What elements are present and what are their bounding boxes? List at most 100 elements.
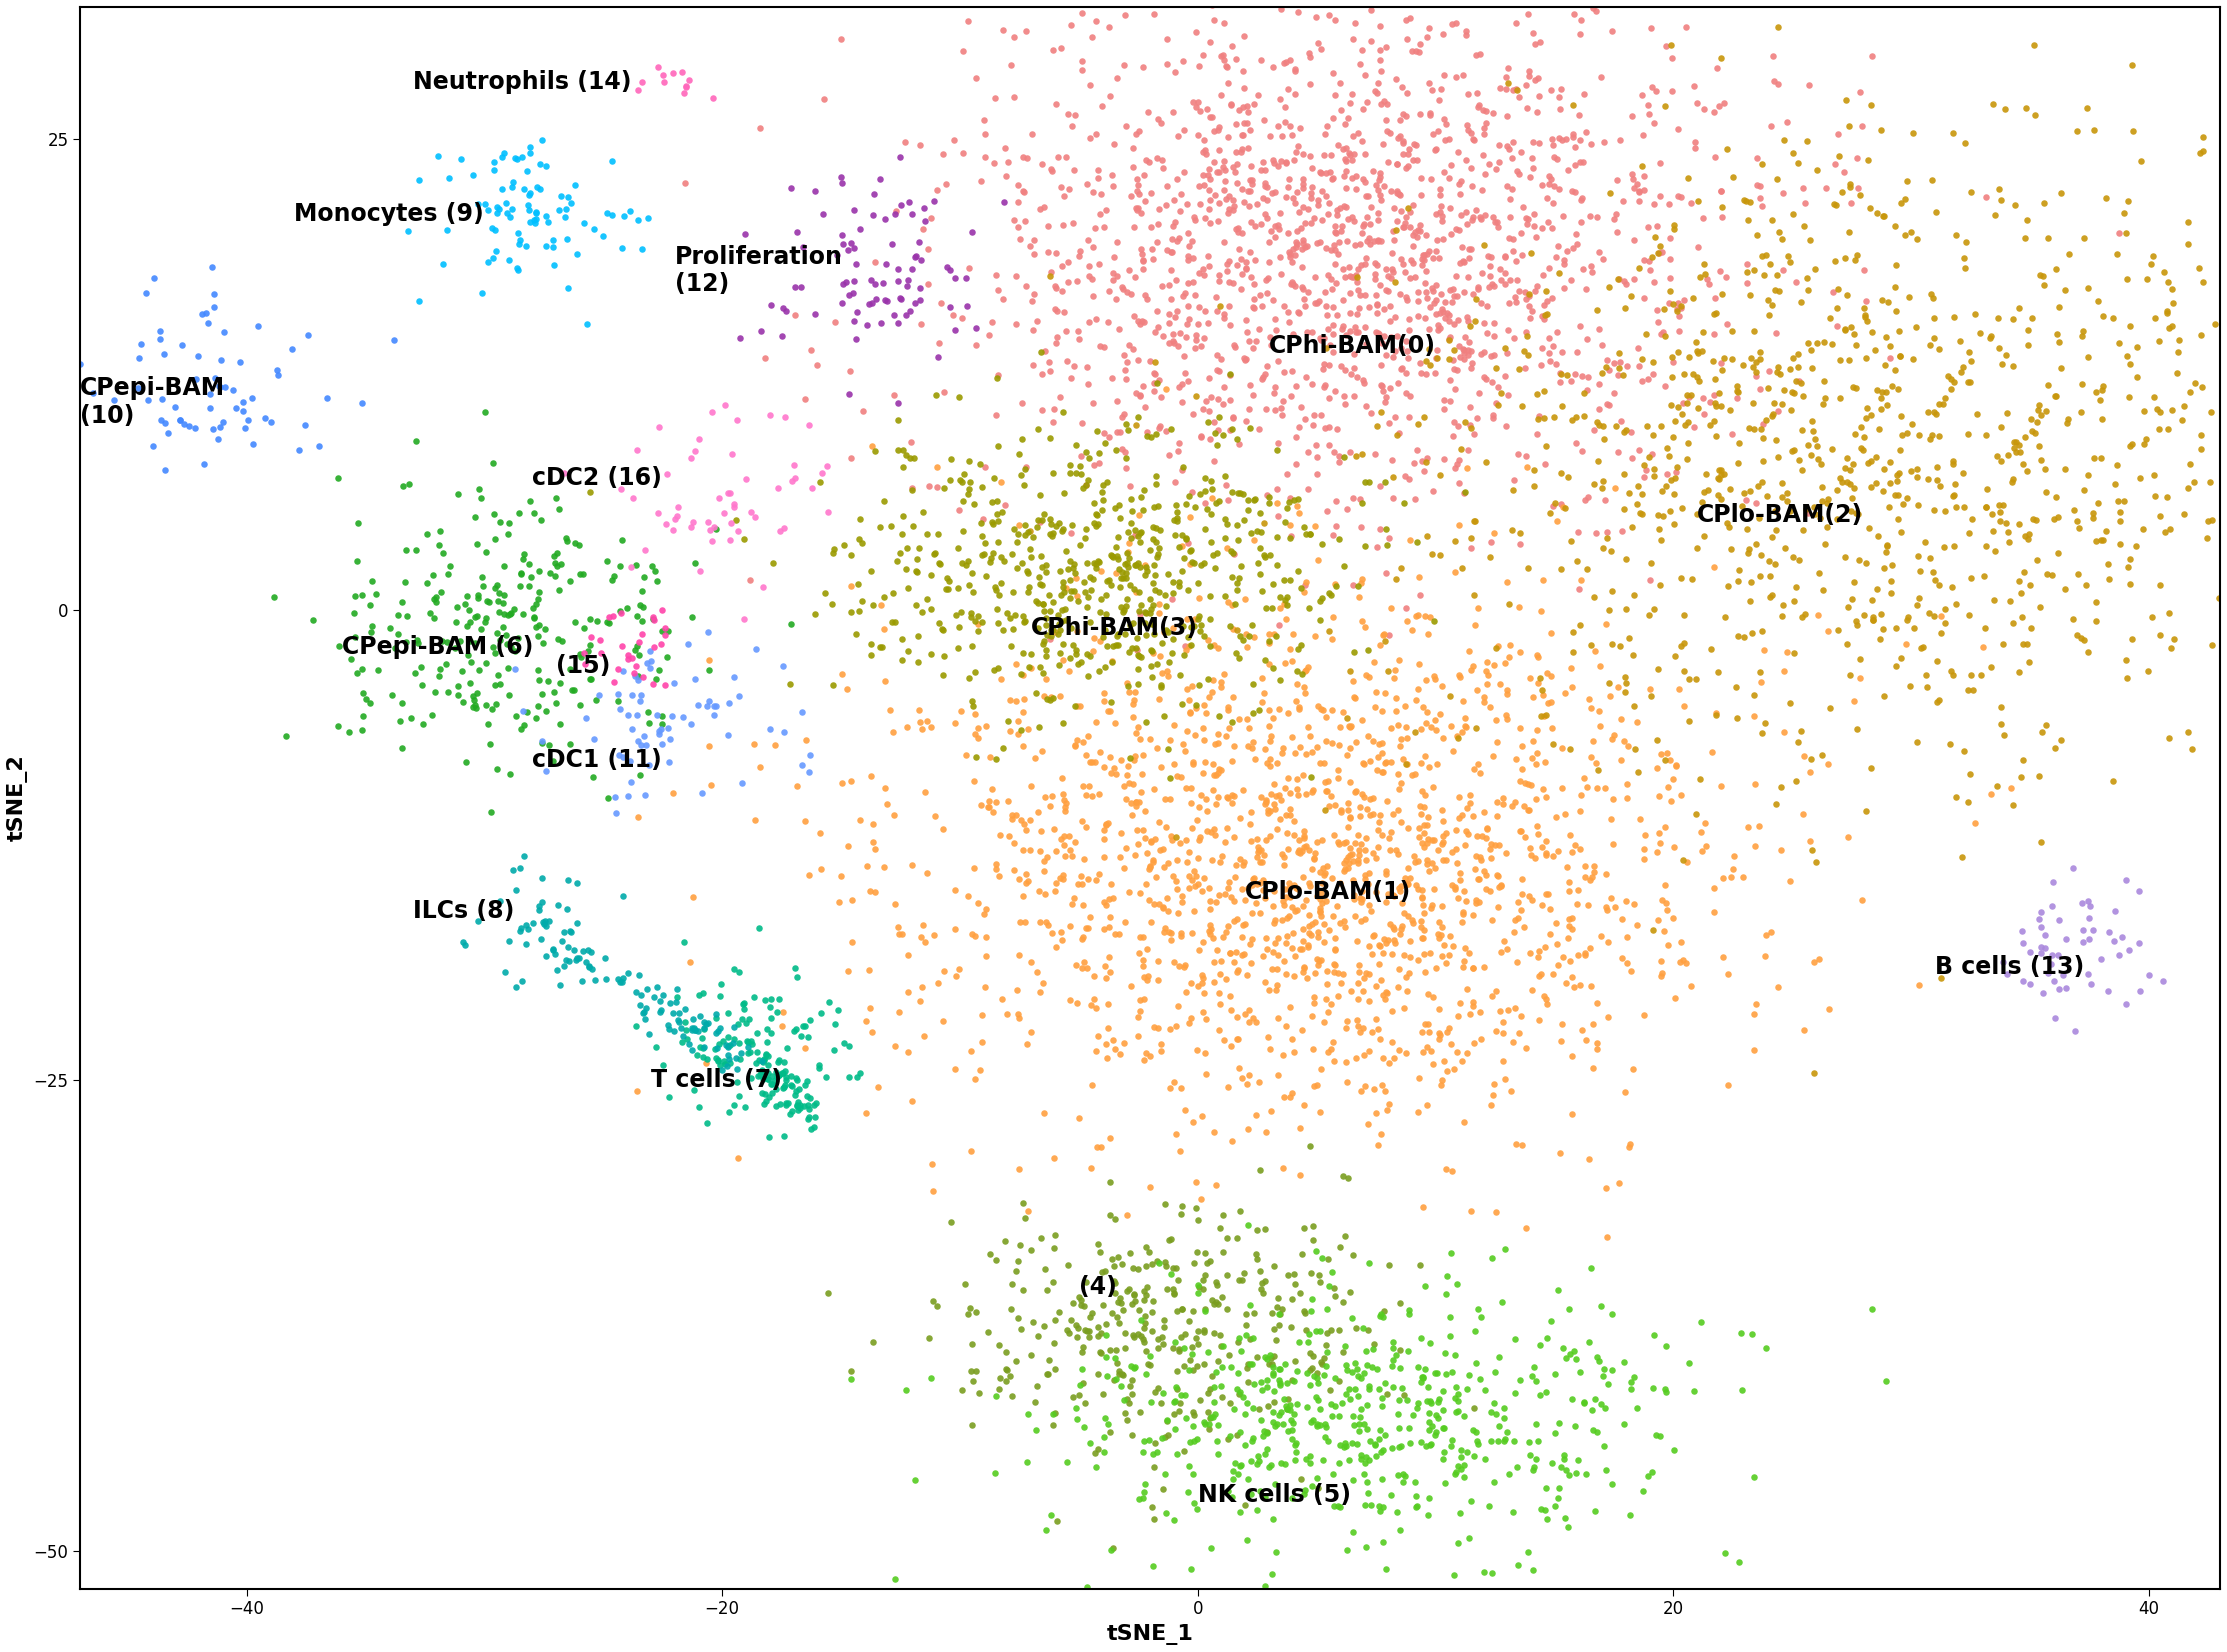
Point	[670, 1031, 706, 1057]
Point	[1196, 149, 1232, 175]
Point	[563, 692, 599, 719]
Point	[1548, 970, 1583, 996]
Point	[1681, 264, 1717, 291]
Point	[1033, 623, 1069, 649]
Point	[955, 692, 991, 719]
Point	[1541, 1277, 1577, 1303]
Point	[733, 1028, 768, 1054]
Point	[566, 968, 601, 995]
Point	[1425, 1416, 1461, 1442]
Point	[1252, 1341, 1287, 1368]
Point	[1011, 560, 1047, 586]
Point	[1174, 539, 1209, 565]
Point	[1434, 738, 1470, 765]
Point	[1940, 221, 1975, 248]
Point	[840, 1064, 875, 1090]
Point	[1857, 469, 1893, 496]
Point	[1309, 112, 1345, 139]
Point	[713, 1099, 748, 1125]
Point	[494, 600, 530, 626]
Point	[1528, 839, 1563, 866]
Point	[1178, 206, 1214, 233]
Point	[1109, 834, 1145, 861]
Point	[673, 514, 708, 540]
Point	[1225, 776, 1260, 803]
Point	[1069, 471, 1105, 497]
Point	[1096, 1246, 1131, 1272]
Point	[1635, 74, 1670, 101]
Point	[1853, 755, 1888, 781]
Point	[1998, 438, 2033, 464]
Point	[2040, 329, 2076, 355]
Point	[1013, 121, 1049, 147]
Point	[1517, 213, 1552, 240]
Point	[1523, 1495, 1559, 1521]
Point	[1191, 410, 1227, 436]
Point	[853, 763, 889, 790]
Point	[1018, 1416, 1053, 1442]
Point	[1635, 243, 1670, 269]
Point	[1826, 159, 1862, 185]
Point	[1287, 572, 1323, 598]
Point	[1020, 507, 1056, 534]
Point	[1951, 368, 1986, 395]
Point	[1468, 97, 1503, 124]
Point	[1539, 145, 1574, 172]
Point	[1848, 405, 1884, 431]
Point	[1260, 1061, 1296, 1087]
Point	[187, 299, 223, 325]
Point	[1739, 172, 1775, 198]
Point	[1294, 778, 1330, 805]
Point	[1557, 1412, 1592, 1439]
Point	[1247, 925, 1283, 952]
Point	[1483, 874, 1519, 900]
Point	[1394, 907, 1430, 933]
Point	[1105, 274, 1140, 301]
Point	[1285, 958, 1321, 985]
Point	[964, 1029, 1000, 1056]
Point	[2136, 243, 2171, 269]
Point	[1136, 358, 1171, 385]
Point	[1786, 190, 1822, 216]
Point	[980, 1332, 1016, 1358]
Point	[1710, 514, 1746, 540]
Point	[1307, 1424, 1343, 1450]
Point	[1657, 408, 1693, 434]
Point	[1100, 1303, 1136, 1330]
Point	[1234, 1447, 1269, 1474]
Point	[1423, 943, 1459, 970]
Point	[1543, 735, 1579, 762]
Point	[1995, 434, 2031, 461]
Point	[1209, 590, 1245, 616]
Point	[1946, 494, 1982, 520]
Point	[1247, 1118, 1283, 1145]
Point	[1120, 624, 1156, 651]
Point	[1323, 798, 1358, 824]
Point	[1477, 831, 1512, 857]
Point	[1156, 99, 1191, 126]
Point	[1176, 203, 1211, 230]
Point	[1479, 354, 1514, 380]
Point	[828, 676, 864, 702]
Point	[1307, 121, 1343, 147]
Point	[1033, 783, 1069, 809]
Point	[1185, 1102, 1220, 1128]
Point	[884, 192, 920, 218]
Point	[1156, 948, 1191, 975]
Point	[1274, 382, 1309, 408]
Point	[557, 530, 592, 557]
Point	[1205, 423, 1240, 449]
Point	[1274, 648, 1309, 674]
Point	[1289, 1446, 1325, 1472]
Point	[1160, 573, 1196, 600]
Point	[1024, 339, 1060, 365]
Point	[1058, 565, 1093, 591]
Point	[1272, 238, 1307, 264]
Point	[1775, 544, 1811, 570]
Point	[1425, 725, 1461, 752]
Point	[897, 289, 933, 316]
Point	[1142, 600, 1178, 626]
Point	[604, 235, 639, 261]
Point	[1425, 829, 1461, 856]
Point	[1142, 385, 1178, 411]
